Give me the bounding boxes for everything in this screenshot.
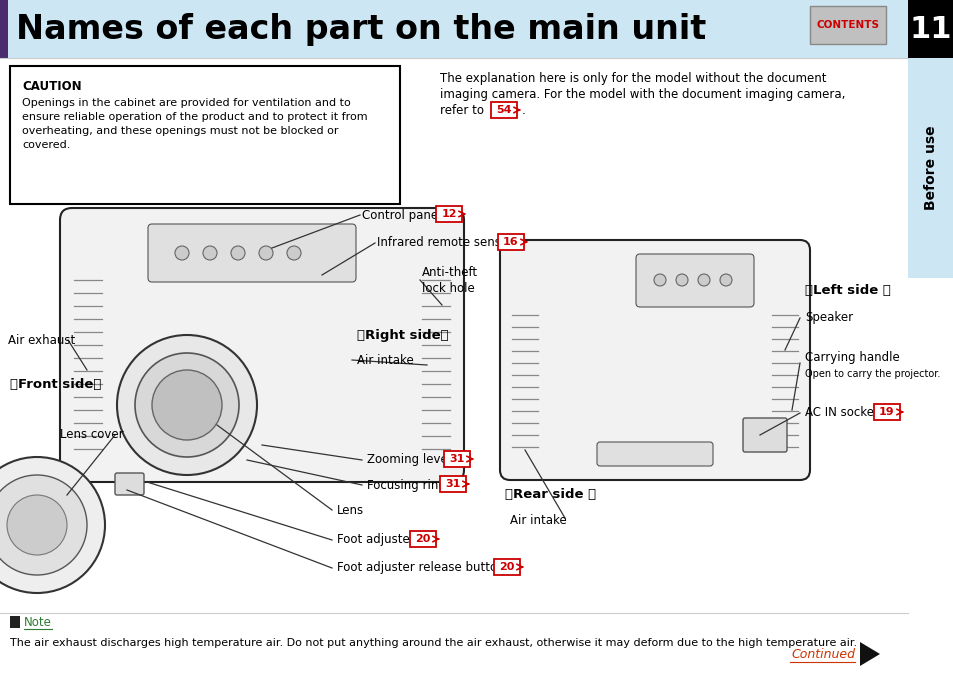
Text: 31: 31 bbox=[445, 479, 460, 489]
Text: Before use: Before use bbox=[923, 126, 937, 210]
Text: Carrying handle: Carrying handle bbox=[804, 352, 899, 364]
Text: 20: 20 bbox=[498, 562, 515, 572]
Circle shape bbox=[152, 370, 222, 440]
Circle shape bbox=[720, 274, 731, 286]
Text: 【Rear side 】: 【Rear side 】 bbox=[504, 489, 596, 502]
Text: 31: 31 bbox=[449, 454, 464, 464]
FancyBboxPatch shape bbox=[907, 58, 953, 278]
Circle shape bbox=[287, 246, 301, 260]
Circle shape bbox=[0, 457, 105, 593]
FancyBboxPatch shape bbox=[494, 559, 519, 575]
FancyBboxPatch shape bbox=[873, 404, 899, 420]
FancyBboxPatch shape bbox=[10, 66, 399, 204]
Text: Infrared remote sensor: Infrared remote sensor bbox=[376, 237, 513, 249]
Circle shape bbox=[676, 274, 687, 286]
Circle shape bbox=[203, 246, 216, 260]
Text: CONTENTS: CONTENTS bbox=[816, 20, 879, 30]
FancyBboxPatch shape bbox=[907, 0, 953, 58]
FancyBboxPatch shape bbox=[597, 442, 712, 466]
Text: Zooming lever: Zooming lever bbox=[367, 454, 453, 466]
FancyBboxPatch shape bbox=[636, 254, 753, 307]
Text: 11: 11 bbox=[909, 14, 951, 43]
Text: Control panel: Control panel bbox=[361, 208, 441, 222]
Text: .: . bbox=[521, 103, 525, 116]
FancyBboxPatch shape bbox=[436, 206, 461, 222]
Circle shape bbox=[7, 495, 67, 555]
Text: Names of each part on the main unit: Names of each part on the main unit bbox=[16, 12, 705, 45]
Text: Openings in the cabinet are provided for ventilation and to
ensure reliable oper: Openings in the cabinet are provided for… bbox=[22, 98, 367, 150]
FancyBboxPatch shape bbox=[60, 208, 463, 482]
Text: 54: 54 bbox=[496, 105, 511, 115]
Text: refer to: refer to bbox=[439, 104, 487, 117]
Circle shape bbox=[231, 246, 245, 260]
Circle shape bbox=[654, 274, 665, 286]
Text: The explanation here is only for the model without the document: The explanation here is only for the mod… bbox=[439, 72, 825, 85]
Circle shape bbox=[174, 246, 189, 260]
Text: AC IN socket: AC IN socket bbox=[804, 406, 878, 420]
Text: Open to carry the projector.: Open to carry the projector. bbox=[804, 369, 940, 379]
Text: Continued: Continued bbox=[790, 648, 854, 660]
Circle shape bbox=[135, 353, 239, 457]
FancyBboxPatch shape bbox=[499, 240, 809, 480]
FancyBboxPatch shape bbox=[491, 102, 517, 118]
Text: Lens cover: Lens cover bbox=[60, 429, 124, 441]
FancyBboxPatch shape bbox=[809, 6, 885, 44]
FancyBboxPatch shape bbox=[443, 451, 470, 467]
Text: 19: 19 bbox=[879, 407, 894, 417]
Text: Air exhaust: Air exhaust bbox=[8, 333, 75, 347]
Text: 16: 16 bbox=[502, 237, 518, 247]
Text: Air intake: Air intake bbox=[510, 514, 566, 527]
Text: 【Front side】: 【Front side】 bbox=[10, 379, 101, 391]
FancyBboxPatch shape bbox=[497, 234, 523, 250]
Text: 【Left side 】: 【Left side 】 bbox=[804, 283, 890, 297]
FancyBboxPatch shape bbox=[742, 418, 786, 452]
Text: 【Right side】: 【Right side】 bbox=[356, 329, 448, 341]
Text: Air intake: Air intake bbox=[356, 354, 414, 366]
Circle shape bbox=[0, 475, 87, 575]
FancyBboxPatch shape bbox=[0, 0, 953, 58]
FancyBboxPatch shape bbox=[0, 0, 8, 58]
Text: Anti-theft: Anti-theft bbox=[421, 266, 477, 279]
Circle shape bbox=[258, 246, 273, 260]
FancyBboxPatch shape bbox=[10, 616, 20, 628]
FancyBboxPatch shape bbox=[439, 476, 465, 492]
Text: The air exhaust discharges high temperature air. Do not put anything around the : The air exhaust discharges high temperat… bbox=[10, 638, 856, 648]
Text: CAUTION: CAUTION bbox=[22, 80, 82, 93]
Text: 12: 12 bbox=[441, 209, 456, 219]
FancyBboxPatch shape bbox=[410, 531, 436, 547]
Polygon shape bbox=[859, 642, 879, 666]
Text: Speaker: Speaker bbox=[804, 312, 852, 324]
Text: imaging camera. For the model with the document imaging camera,: imaging camera. For the model with the d… bbox=[439, 88, 844, 101]
FancyBboxPatch shape bbox=[0, 58, 907, 676]
Text: lock hole: lock hole bbox=[421, 281, 475, 295]
Text: Foot adjuster release button: Foot adjuster release button bbox=[336, 562, 504, 575]
Text: Lens: Lens bbox=[336, 504, 364, 516]
FancyBboxPatch shape bbox=[148, 224, 355, 282]
Text: 20: 20 bbox=[415, 534, 430, 544]
Circle shape bbox=[698, 274, 709, 286]
Text: Focusing ring: Focusing ring bbox=[367, 479, 445, 491]
FancyBboxPatch shape bbox=[115, 473, 144, 495]
Text: Note: Note bbox=[24, 616, 51, 629]
Circle shape bbox=[117, 335, 256, 475]
Text: Foot adjuster: Foot adjuster bbox=[336, 533, 415, 546]
